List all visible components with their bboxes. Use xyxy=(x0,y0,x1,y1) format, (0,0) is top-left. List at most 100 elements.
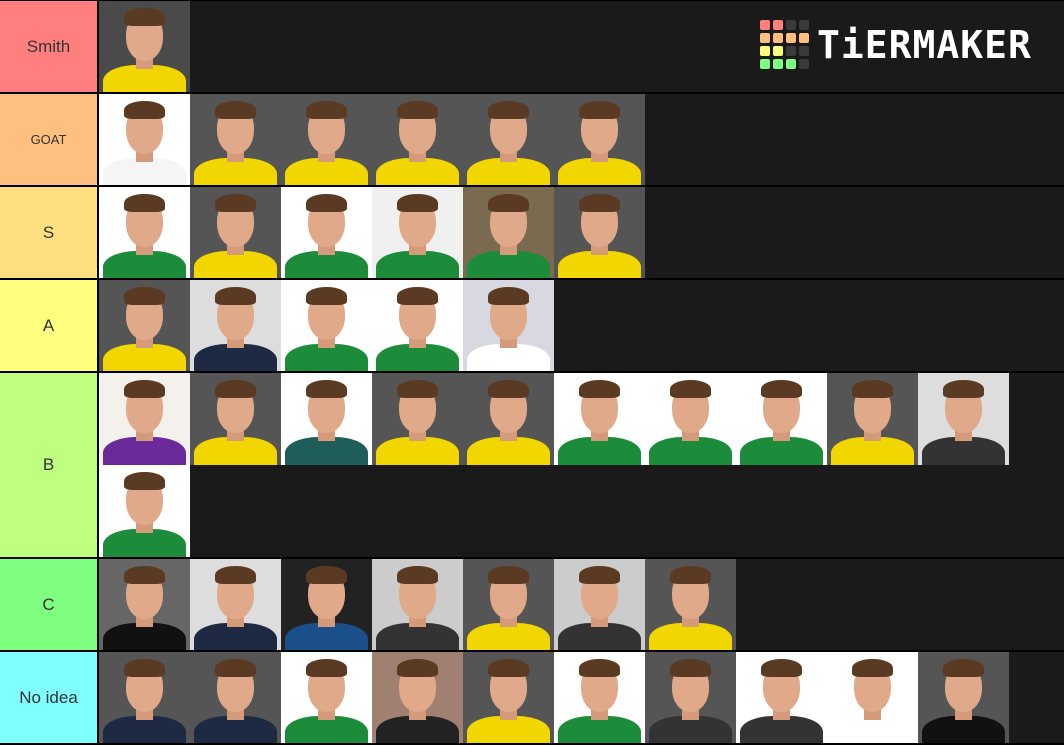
player-photo[interactable] xyxy=(554,94,645,185)
hair xyxy=(579,659,620,677)
hair xyxy=(124,8,165,26)
tier-items xyxy=(99,187,1064,278)
tier-row: A xyxy=(0,280,1064,373)
player-photo[interactable] xyxy=(190,94,281,185)
shirt xyxy=(558,437,641,465)
tier-label[interactable]: A xyxy=(0,280,99,371)
hair xyxy=(215,287,256,305)
logo-grid-cell xyxy=(799,46,809,56)
hair xyxy=(397,566,438,584)
player-photo[interactable] xyxy=(99,187,190,278)
hair xyxy=(579,101,620,119)
player-photo[interactable] xyxy=(827,373,918,465)
hair xyxy=(397,659,438,677)
shirt xyxy=(649,716,732,743)
player-photo[interactable] xyxy=(281,559,372,650)
shirt xyxy=(103,529,186,557)
player-photo[interactable] xyxy=(736,373,827,465)
hair xyxy=(488,194,529,212)
player-photo[interactable] xyxy=(281,187,372,278)
tier-items xyxy=(99,94,1064,185)
player-photo[interactable] xyxy=(918,373,1009,465)
hair xyxy=(124,101,165,119)
shirt xyxy=(103,437,186,465)
player-photo[interactable] xyxy=(99,373,190,465)
hair xyxy=(943,659,984,677)
tier-row: C xyxy=(0,559,1064,652)
player-photo[interactable] xyxy=(645,373,736,465)
hair xyxy=(124,659,165,677)
player-photo[interactable] xyxy=(372,373,463,465)
player-photo[interactable] xyxy=(99,559,190,650)
tier-label[interactable]: C xyxy=(0,559,99,650)
player-photo[interactable] xyxy=(99,1,190,92)
player-photo[interactable] xyxy=(372,280,463,371)
shirt xyxy=(285,437,368,465)
shirt xyxy=(194,437,277,465)
hair xyxy=(397,101,438,119)
player-photo[interactable] xyxy=(554,187,645,278)
player-photo[interactable] xyxy=(554,373,645,465)
player-photo[interactable] xyxy=(190,187,281,278)
shirt xyxy=(194,344,277,371)
player-photo[interactable] xyxy=(190,280,281,371)
shirt xyxy=(194,158,277,185)
player-photo[interactable] xyxy=(736,652,827,743)
shirt xyxy=(103,623,186,650)
player-photo[interactable] xyxy=(918,652,1009,743)
logo-grid-cell xyxy=(799,33,809,43)
shirt xyxy=(922,716,1005,743)
player-photo[interactable] xyxy=(463,559,554,650)
tier-row: Smith xyxy=(0,1,1064,94)
tiermaker-logo[interactable]: TiERMAKER xyxy=(760,20,1032,69)
hair xyxy=(852,380,893,398)
player-photo[interactable] xyxy=(372,559,463,650)
player-photo[interactable] xyxy=(99,465,190,557)
shirt xyxy=(376,437,459,465)
player-photo[interactable] xyxy=(372,652,463,743)
player-photo[interactable] xyxy=(281,652,372,743)
shirt xyxy=(558,158,641,185)
player-photo[interactable] xyxy=(190,652,281,743)
shirt xyxy=(194,623,277,650)
player-photo[interactable] xyxy=(281,373,372,465)
player-photo[interactable] xyxy=(190,373,281,465)
hair xyxy=(579,194,620,212)
player-photo[interactable] xyxy=(463,280,554,371)
player-photo[interactable] xyxy=(372,94,463,185)
player-photo[interactable] xyxy=(281,280,372,371)
player-photo[interactable] xyxy=(372,187,463,278)
tier-label[interactable]: No idea xyxy=(0,652,99,743)
shirt xyxy=(285,344,368,371)
hair xyxy=(124,472,165,490)
shirt xyxy=(103,344,186,371)
player-photo[interactable] xyxy=(190,559,281,650)
player-photo[interactable] xyxy=(554,652,645,743)
tier-label[interactable]: GOAT xyxy=(0,94,99,185)
player-photo[interactable] xyxy=(99,280,190,371)
player-photo[interactable] xyxy=(463,94,554,185)
logo-grid-cell xyxy=(786,33,796,43)
logo-grid-cell xyxy=(760,59,770,69)
tier-label[interactable]: Smith xyxy=(0,1,99,92)
hair xyxy=(670,380,711,398)
hair xyxy=(488,380,529,398)
logo-grid-cell xyxy=(799,59,809,69)
player-photo[interactable] xyxy=(554,559,645,650)
player-photo[interactable] xyxy=(463,652,554,743)
player-photo[interactable] xyxy=(645,652,736,743)
player-photo[interactable] xyxy=(281,94,372,185)
hair xyxy=(306,101,347,119)
hair xyxy=(488,566,529,584)
player-photo[interactable] xyxy=(463,187,554,278)
tier-label[interactable]: B xyxy=(0,373,99,557)
player-photo[interactable] xyxy=(827,652,918,743)
player-photo[interactable] xyxy=(99,652,190,743)
tier-label[interactable]: S xyxy=(0,187,99,278)
hair xyxy=(488,101,529,119)
player-photo[interactable] xyxy=(463,373,554,465)
logo-grid-cell xyxy=(773,33,783,43)
player-photo[interactable] xyxy=(645,559,736,650)
player-photo[interactable] xyxy=(99,94,190,185)
